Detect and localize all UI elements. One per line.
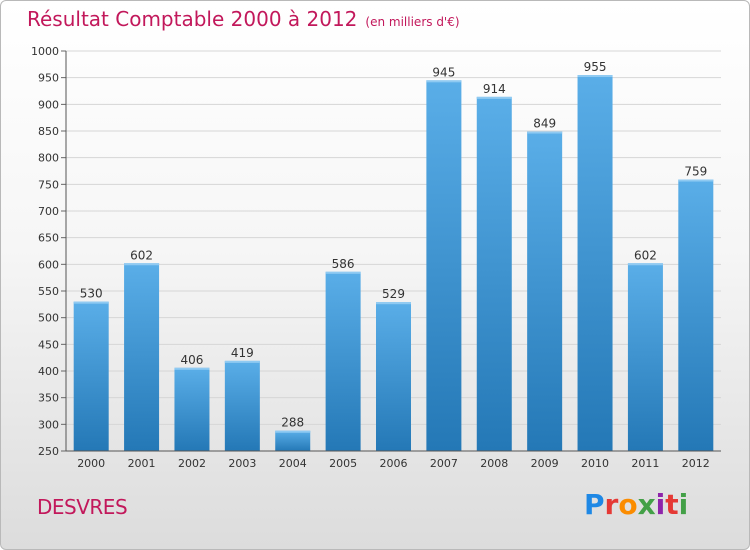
- y-tick-label: 450: [38, 338, 59, 351]
- y-tick-label: 750: [38, 178, 59, 191]
- x-tick-label: 2000: [77, 457, 105, 470]
- y-tick-label: 600: [38, 258, 59, 271]
- data-label: 945: [432, 65, 455, 79]
- y-tick-label: 950: [38, 72, 59, 85]
- brand-logo: Proxiti: [584, 488, 688, 521]
- data-label: 914: [483, 82, 506, 96]
- data-label: 586: [332, 257, 355, 271]
- bar: [275, 430, 311, 451]
- bar-highlight: [174, 367, 210, 370]
- y-tick-label: 500: [38, 312, 59, 325]
- x-tick-label: 2007: [430, 457, 458, 470]
- data-label: 602: [634, 248, 657, 262]
- x-tick-label: 2001: [128, 457, 156, 470]
- bar-highlight: [426, 80, 462, 83]
- brand-letter: r: [604, 488, 619, 521]
- bar: [678, 179, 714, 452]
- bar: [476, 96, 512, 451]
- brand-letter: t: [665, 488, 679, 521]
- bar-highlight: [325, 271, 361, 274]
- x-tick-label: 2009: [531, 457, 559, 470]
- chart-title: Résultat Comptable 2000 à 2012: [27, 7, 358, 31]
- chart-title-block: Résultat Comptable 2000 à 2012 (en millie…: [27, 7, 460, 31]
- y-tick-label: 800: [38, 152, 59, 165]
- y-tick-label: 1000: [31, 45, 59, 58]
- x-tick-label: 2002: [178, 457, 206, 470]
- x-tick-label: 2010: [581, 457, 609, 470]
- bar-highlight: [224, 360, 260, 363]
- y-tick-label: 550: [38, 285, 59, 298]
- y-tick-label: 400: [38, 365, 59, 378]
- bar-highlight: [476, 96, 512, 99]
- data-label: 419: [231, 346, 254, 360]
- bar: [627, 263, 663, 451]
- x-tick-label: 2012: [682, 457, 710, 470]
- y-tick-label: 350: [38, 392, 59, 405]
- bar: [376, 302, 411, 451]
- bar: [73, 301, 109, 451]
- bar-highlight: [73, 301, 109, 304]
- brand-letter: o: [618, 488, 638, 521]
- brand-letter: i: [678, 488, 689, 521]
- y-tick-label: 700: [38, 205, 59, 218]
- data-label: 759: [684, 165, 707, 179]
- bar-highlight: [527, 131, 563, 134]
- bar: [325, 271, 361, 451]
- bar: [527, 131, 563, 452]
- bar: [426, 80, 462, 451]
- bar-highlight: [376, 302, 411, 305]
- bar: [224, 360, 260, 451]
- data-label: 530: [80, 287, 103, 301]
- bar-highlight: [577, 75, 613, 77]
- brand-letter: i: [655, 488, 666, 521]
- x-tick-label: 2004: [279, 457, 307, 470]
- bar-highlight: [124, 263, 160, 266]
- bar-highlight: [275, 430, 311, 433]
- y-tick-label: 300: [38, 418, 59, 431]
- brand-letter: P: [584, 488, 605, 521]
- data-label: 602: [130, 248, 153, 262]
- bar-highlight: [627, 263, 663, 266]
- x-tick-label: 2006: [380, 457, 408, 470]
- commune-name: DESVRES: [37, 495, 128, 519]
- data-label: 955: [584, 60, 607, 74]
- chart-subtitle: (en milliers d'€): [365, 15, 460, 29]
- bar: [124, 263, 160, 451]
- x-tick-label: 2008: [480, 457, 508, 470]
- data-label: 849: [533, 117, 556, 131]
- x-tick-label: 2011: [631, 457, 659, 470]
- y-tick-label: 850: [38, 125, 59, 138]
- data-label: 406: [181, 353, 204, 367]
- y-tick-label: 250: [38, 445, 59, 458]
- bar: [174, 367, 210, 451]
- data-label: 529: [382, 287, 405, 301]
- y-tick-label: 900: [38, 98, 59, 111]
- x-tick-label: 2005: [329, 457, 357, 470]
- bar-highlight: [678, 179, 714, 182]
- x-tick-label: 2003: [228, 457, 256, 470]
- bar: [577, 75, 613, 451]
- y-tick-label: 650: [38, 232, 59, 245]
- brand-letter: x: [637, 488, 656, 521]
- data-label: 288: [281, 416, 304, 430]
